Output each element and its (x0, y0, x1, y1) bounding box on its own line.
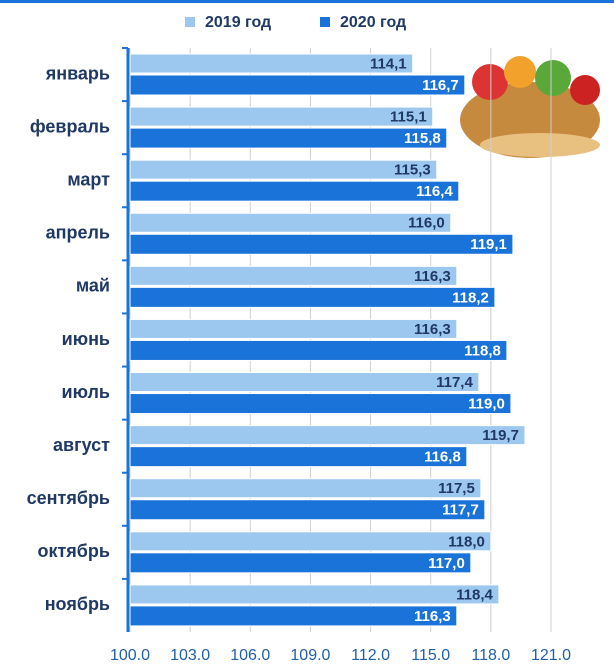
y-tick-label: февраль (30, 116, 110, 136)
bar (130, 479, 481, 498)
x-tick-label: 106.0 (230, 647, 270, 664)
bar (130, 266, 457, 285)
x-tick-label: 115.0 (411, 647, 450, 664)
y-tick-label: январь (45, 63, 110, 83)
value-label: 116,3 (414, 321, 451, 338)
value-label: 115,3 (394, 162, 431, 179)
y-tick-label: июнь (62, 329, 110, 349)
value-label: 117,5 (438, 480, 475, 497)
value-label: 116,4 (416, 183, 453, 200)
bar (130, 213, 451, 232)
legend-label: 2020 год (340, 14, 406, 31)
x-tick-label: 109.0 (290, 647, 330, 664)
bar (130, 373, 479, 392)
value-label: 118,0 (448, 533, 485, 550)
bar (130, 340, 507, 360)
y-tick-label: май (76, 276, 110, 296)
x-tick-label: 103.0 (170, 647, 210, 664)
value-label: 118,4 (456, 586, 493, 603)
y-tick-label: март (67, 169, 110, 189)
value-label: 116,8 (424, 449, 461, 466)
bar (130, 426, 525, 445)
bar (130, 394, 511, 414)
x-tick-label: 121.0 (531, 647, 571, 664)
basket-illustration (460, 56, 600, 158)
value-label: 119,7 (482, 427, 519, 444)
legend-label: 2019 год (205, 14, 271, 31)
y-tick-label: апрель (46, 223, 110, 243)
y-tick-label: июль (62, 382, 111, 402)
value-label: 118,2 (452, 289, 489, 306)
value-label: 114,1 (370, 55, 407, 72)
bar (130, 107, 433, 126)
value-label: 115,8 (404, 130, 441, 147)
x-tick-label: 112.0 (351, 647, 390, 664)
bar (130, 606, 457, 626)
bar (130, 500, 485, 520)
bar (130, 287, 495, 307)
value-label: 116,0 (408, 215, 445, 232)
value-label: 119,0 (468, 396, 505, 413)
value-label: 118,8 (464, 342, 501, 359)
x-tick-label: 100.0 (110, 647, 150, 664)
bar (130, 585, 499, 604)
bar (130, 75, 465, 95)
bar (130, 532, 491, 551)
bar (130, 160, 437, 179)
chart: 100.0 103.0 106.0 109.0 112.0 115.0 118.0 121.0… (0, 0, 614, 666)
bar (130, 181, 459, 201)
top-border (0, 0, 614, 3)
bar (130, 234, 513, 254)
y-tick-label: сентябрь (27, 488, 110, 508)
value-label: 116,3 (414, 268, 451, 285)
bar (130, 553, 471, 573)
value-label: 117,0 (428, 555, 465, 572)
legend-swatch (185, 17, 195, 27)
legend-swatch (320, 17, 330, 27)
bar (130, 319, 457, 338)
value-label: 117,4 (436, 374, 473, 391)
x-tick-label: 118.0 (471, 647, 510, 664)
y-tick-label: август (53, 435, 110, 455)
y-tick-label: октябрь (37, 541, 110, 561)
bar (130, 447, 467, 467)
bar (130, 128, 447, 148)
value-label: 116,7 (422, 77, 459, 94)
value-label: 117,7 (442, 502, 479, 519)
value-label: 115,1 (390, 109, 427, 126)
y-tick-label: ноябрь (45, 594, 110, 614)
value-label: 119,1 (470, 236, 507, 253)
value-label: 116,3 (414, 608, 451, 625)
